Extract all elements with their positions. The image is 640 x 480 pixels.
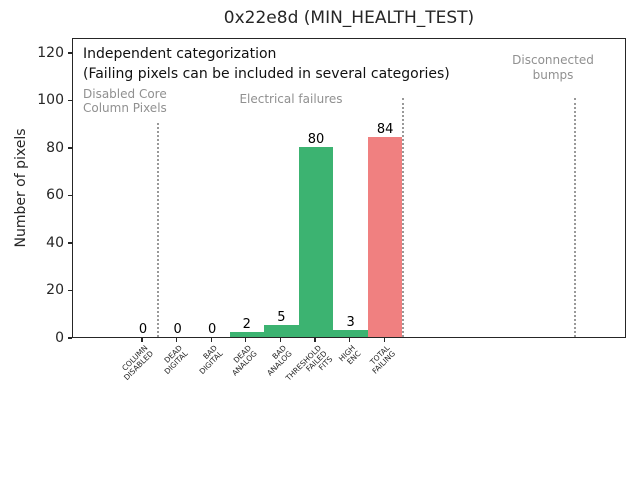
section-label-disabled-core-column-pixels: Disabled Core Column Pixels xyxy=(83,87,167,115)
chart-title: 0x22e8d (MIN_HEALTH_TEST) xyxy=(223,8,475,28)
section-separator-0 xyxy=(157,123,159,337)
y-tick-mark xyxy=(67,194,72,197)
bar-value-label: 3 xyxy=(346,314,355,330)
plot-area: 0 0 0 2 5 80 3 84 xyxy=(72,38,626,338)
x-tick-label: DEAD DIGITAL xyxy=(162,343,190,377)
bar-5 xyxy=(298,146,334,337)
x-tick-mark xyxy=(314,338,316,342)
y-tick-mark xyxy=(67,242,72,244)
x-tick-mark xyxy=(245,338,247,342)
x-tick-mark xyxy=(141,338,143,342)
annotation-independent-categorization: Independent categorization xyxy=(83,46,277,62)
x-tick-mark xyxy=(279,338,282,342)
y-tick-mark xyxy=(67,337,72,339)
bar-3 xyxy=(229,332,265,337)
x-tick-mark xyxy=(383,338,385,342)
y-tick-mark xyxy=(67,52,72,54)
y-tick-mark xyxy=(67,147,72,149)
y-axis-label: Number of pixels xyxy=(13,128,29,248)
x-tick-label: TOTAL FAILING xyxy=(368,343,398,376)
section-separator-1 xyxy=(401,98,404,337)
annotation-failing-note: (Failing pixels can be included in sever… xyxy=(83,66,450,82)
x-tick-mark xyxy=(349,338,351,342)
section-label-disconnected-bumps: Disconnected bumps xyxy=(512,53,594,82)
x-tick-label: BAD DIGITAL xyxy=(197,343,225,377)
y-tick-label: 100 xyxy=(37,92,64,109)
bar-7 xyxy=(367,137,403,337)
x-tick-label: DEAD ANALOG xyxy=(230,343,260,378)
y-tick-label: 20 xyxy=(46,282,64,299)
y-tick-label: 120 xyxy=(37,44,64,61)
x-tick-mark xyxy=(210,338,212,342)
x-tick-label: HIGH ENC xyxy=(337,343,363,367)
y-tick-mark xyxy=(67,289,72,292)
bar-value-label: 80 xyxy=(307,131,325,147)
section-separator-2 xyxy=(574,98,576,337)
bar-value-label: 2 xyxy=(242,317,251,333)
bar-value-label: 0 xyxy=(208,322,217,337)
y-tick-label: 0 xyxy=(55,330,64,346)
y-tick-label: 60 xyxy=(46,187,64,204)
bar-value-label: 0 xyxy=(138,322,148,337)
y-tick-label: 80 xyxy=(46,139,64,156)
y-tick-mark xyxy=(67,99,72,102)
bar-value-label: 84 xyxy=(376,122,394,138)
bar-value-label: 0 xyxy=(173,322,182,337)
x-tick-mark xyxy=(176,338,178,342)
section-label-electrical-failures: Electrical failures xyxy=(239,92,343,106)
bar-4 xyxy=(264,325,299,337)
y-tick-label: 40 xyxy=(46,234,64,251)
x-tick-label: COLUMN DISABLED xyxy=(120,343,156,383)
bar-6 xyxy=(333,329,368,337)
bar-value-label: 5 xyxy=(277,310,286,326)
